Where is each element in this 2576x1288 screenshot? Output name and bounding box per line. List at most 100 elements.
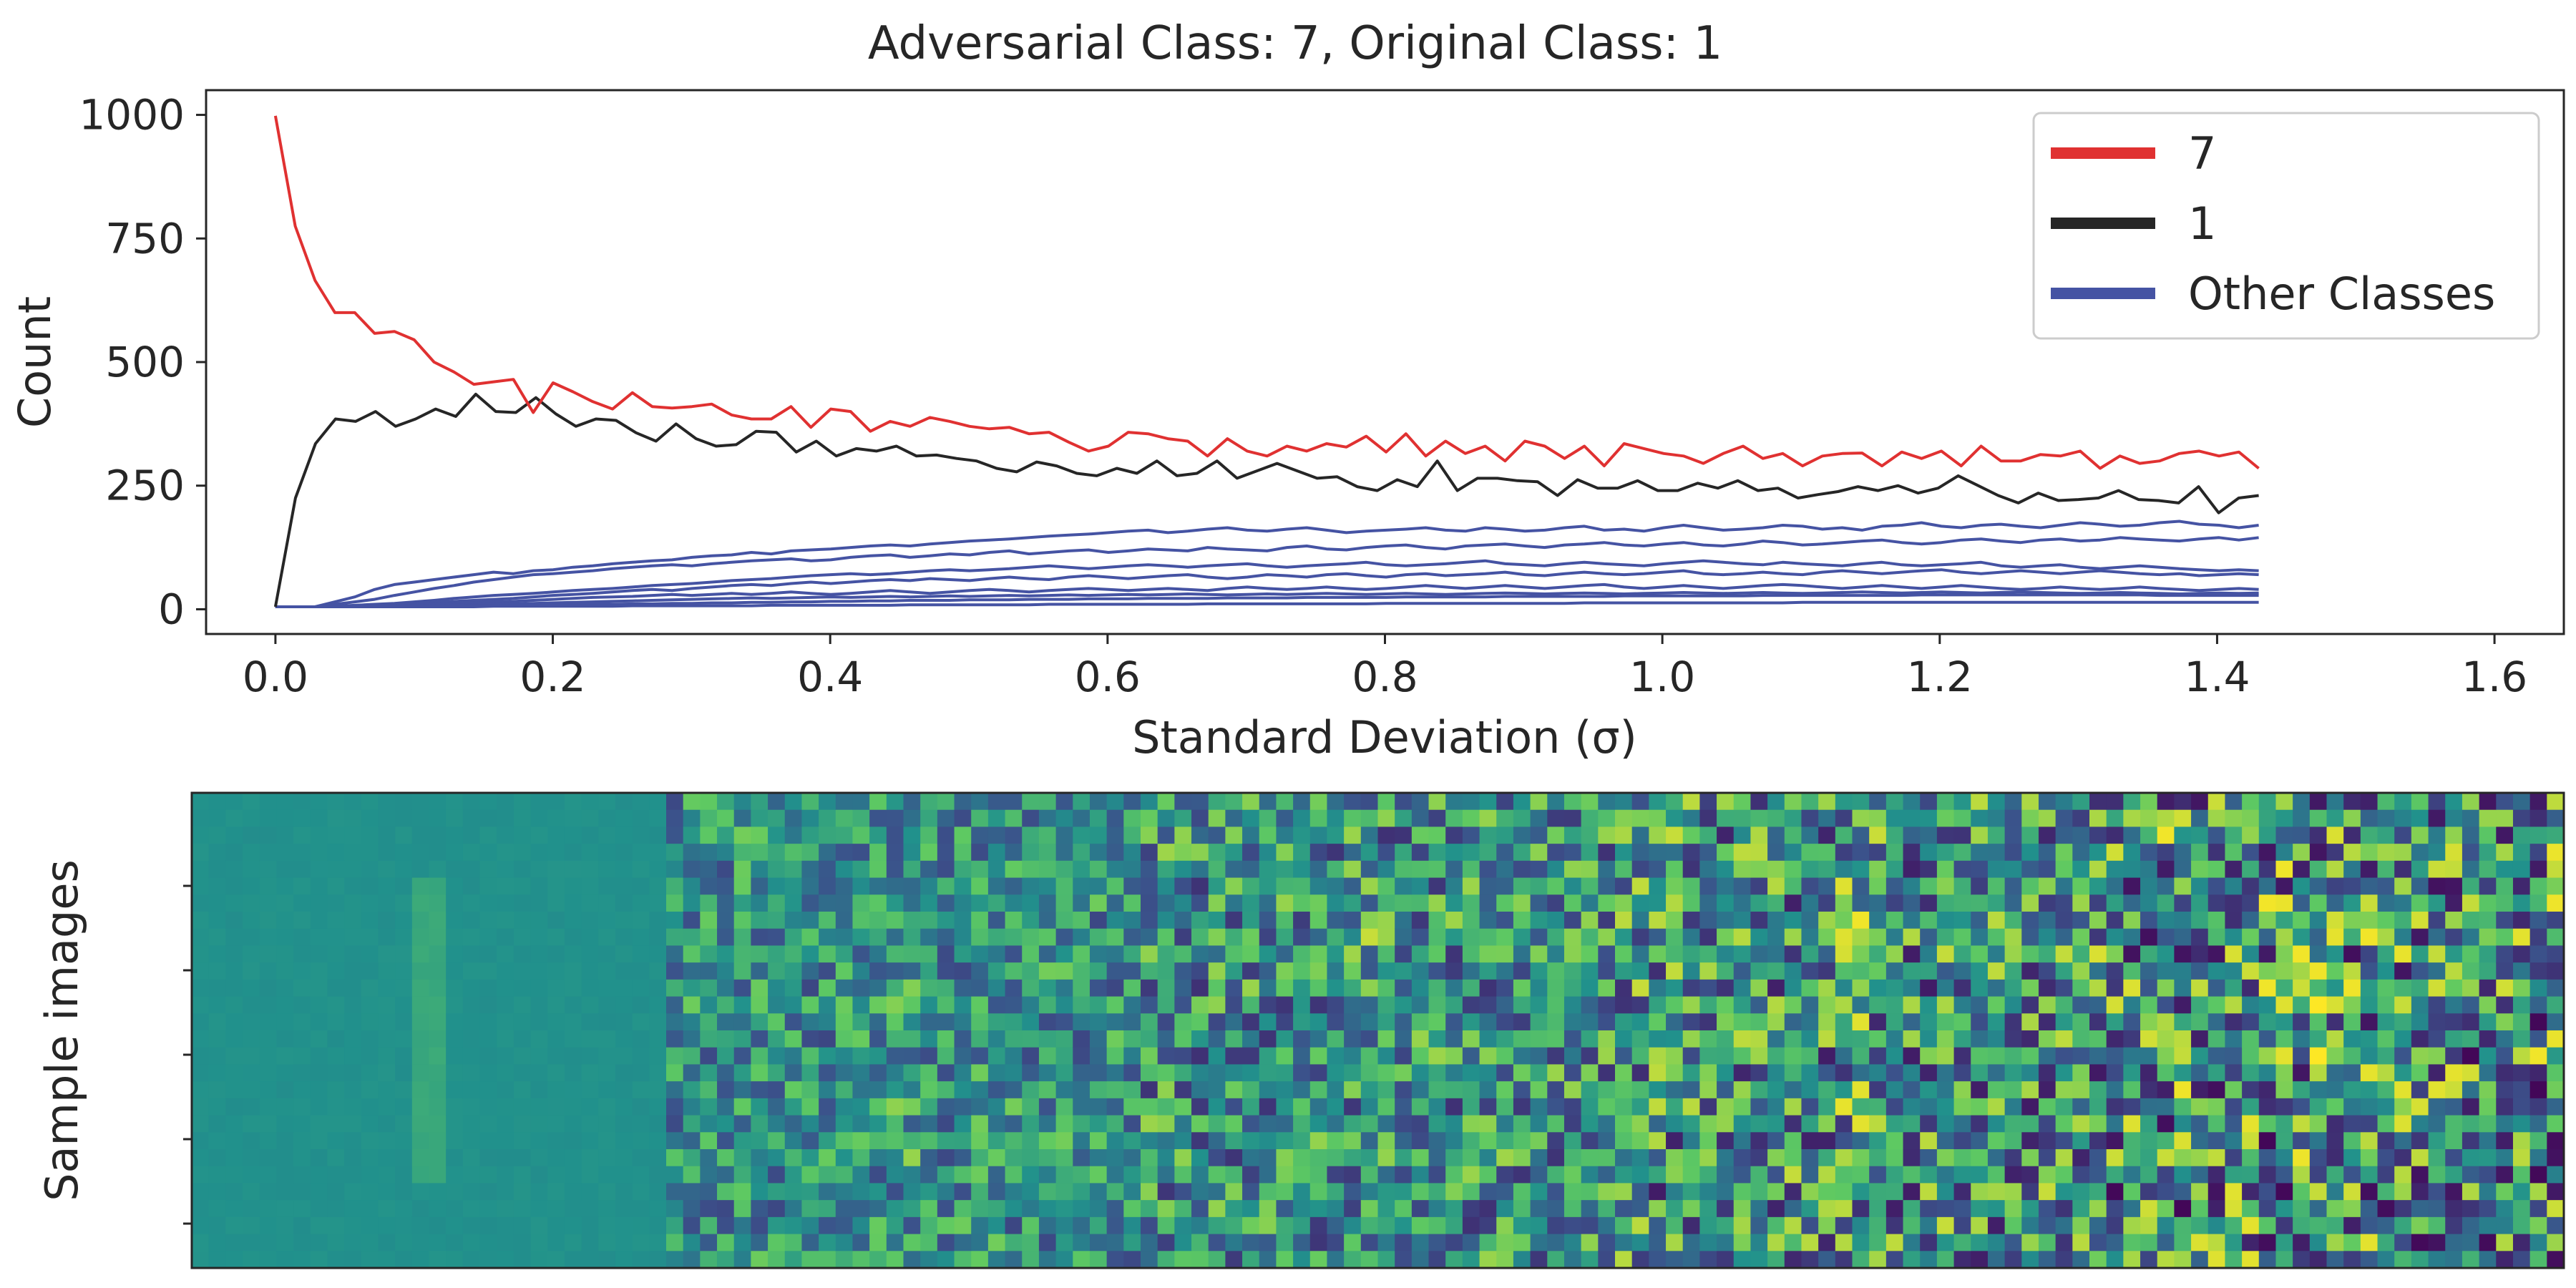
heatmap-cell <box>683 1234 701 1252</box>
heatmap-cell <box>2174 1234 2192 1252</box>
heatmap-cell <box>462 1098 481 1116</box>
heatmap-cell <box>700 1132 718 1150</box>
x-tick-label: 1.2 <box>1907 653 1973 701</box>
heatmap-cell <box>2225 1081 2243 1099</box>
heatmap-cell <box>751 1216 769 1235</box>
heatmap-cell <box>1395 809 1413 828</box>
heatmap-cell <box>192 894 210 912</box>
heatmap-cell <box>2140 962 2158 980</box>
heatmap-cell <box>1971 1132 1989 1150</box>
heatmap-cell <box>666 1081 684 1099</box>
heatmap-cell <box>530 809 548 828</box>
heatmap-cell <box>513 1047 532 1065</box>
heatmap-cell <box>581 894 599 912</box>
heatmap-cell <box>1818 996 1836 1014</box>
heatmap-cell <box>751 844 769 862</box>
heatmap-cell <box>1242 1132 1260 1150</box>
heatmap-cell <box>784 860 803 879</box>
heatmap-cell <box>1157 1149 1175 1167</box>
heatmap-cell <box>768 1216 786 1235</box>
heatmap-cell <box>1699 826 1717 844</box>
heatmap-cell <box>1784 844 1802 862</box>
heatmap-cell <box>1479 1064 1497 1082</box>
heatmap-cell <box>1157 1166 1175 1184</box>
heatmap-cell <box>1733 844 1752 862</box>
heatmap-cell <box>192 1115 210 1133</box>
heatmap-cell <box>1784 996 1802 1014</box>
heatmap-cell <box>1225 877 1243 895</box>
heatmap-cell <box>2123 860 2141 879</box>
heatmap-cell <box>987 1251 1006 1269</box>
heatmap-cell <box>2529 1251 2547 1269</box>
heatmap-cell <box>208 945 226 963</box>
heatmap-cell <box>2242 793 2260 811</box>
heatmap-cell <box>2360 996 2379 1014</box>
heatmap-cell <box>852 1216 870 1235</box>
heatmap-cell <box>2512 1200 2531 1218</box>
heatmap-cell <box>1953 962 1971 980</box>
heatmap-cell <box>1395 996 1413 1014</box>
heatmap-cell <box>2004 945 2022 963</box>
heatmap-cell <box>2055 1030 2073 1048</box>
heatmap-cell <box>429 1030 447 1048</box>
heatmap-cell <box>819 877 836 895</box>
heatmap-cell <box>1885 894 1904 912</box>
heatmap-cell <box>1784 1166 1802 1184</box>
heatmap-cell <box>1852 1216 1870 1235</box>
heatmap-cell <box>1920 894 1938 912</box>
heatmap-cell <box>2225 1149 2243 1167</box>
heatmap-cell <box>344 945 362 963</box>
heatmap-cell <box>1360 1030 1379 1048</box>
heatmap-cell <box>1395 1251 1413 1269</box>
heatmap-cell <box>1242 826 1260 844</box>
heatmap-cell <box>344 844 362 862</box>
heatmap-cell <box>2055 979 2073 997</box>
heatmap-cell <box>869 1064 887 1082</box>
heatmap-cell <box>276 1183 294 1201</box>
heatmap-cell <box>310 860 328 879</box>
heatmap-cell <box>530 928 548 947</box>
heatmap-cell <box>700 962 718 980</box>
heatmap-cell <box>954 793 972 811</box>
heatmap-cell <box>2055 1081 2073 1099</box>
heatmap-cell <box>2428 1047 2446 1065</box>
heatmap-cell <box>903 1064 921 1082</box>
heatmap-cell <box>920 793 938 811</box>
heatmap-cell <box>886 979 904 997</box>
heatmap-cell <box>1717 996 1735 1014</box>
heatmap-cell <box>1038 1183 1057 1201</box>
heatmap-cell <box>378 945 396 963</box>
heatmap-cell <box>1377 1166 1395 1184</box>
heatmap-cell <box>1547 877 1565 895</box>
heatmap-cell <box>344 1183 362 1201</box>
heatmap-cell <box>2326 1149 2344 1167</box>
heatmap-cell <box>1293 1047 1311 1065</box>
heatmap-cell <box>1733 793 1752 811</box>
heatmap-cell <box>1411 1234 1430 1252</box>
heatmap-cell <box>1089 1030 1108 1048</box>
heatmap-cell <box>192 1013 210 1031</box>
heatmap-cell <box>2258 945 2277 963</box>
heatmap-cell <box>717 996 735 1014</box>
heatmap-cell <box>733 1098 751 1116</box>
heatmap-cell <box>1649 1030 1667 1048</box>
heatmap-cell <box>1530 1200 1548 1218</box>
heatmap-cell <box>1022 1216 1040 1235</box>
heatmap-cell <box>1276 894 1294 912</box>
heatmap-cell <box>733 793 751 811</box>
heatmap-cell <box>276 894 294 912</box>
heatmap-cell <box>446 1115 464 1133</box>
heatmap-cell <box>1309 1115 1328 1133</box>
heatmap-cell <box>462 1183 481 1201</box>
heatmap-cell <box>1818 1216 1836 1235</box>
heatmap-cell <box>2225 928 2243 947</box>
heatmap-cell <box>2309 912 2328 930</box>
heatmap-cell <box>1344 1030 1362 1048</box>
heatmap-cell <box>1547 1132 1565 1150</box>
heatmap-cell <box>1479 1132 1497 1150</box>
heatmap-cell <box>276 1047 294 1065</box>
heatmap-cell <box>1699 996 1717 1014</box>
heatmap-cell <box>1038 877 1057 895</box>
heatmap-cell <box>2326 877 2344 895</box>
heatmap-cell <box>361 793 379 811</box>
